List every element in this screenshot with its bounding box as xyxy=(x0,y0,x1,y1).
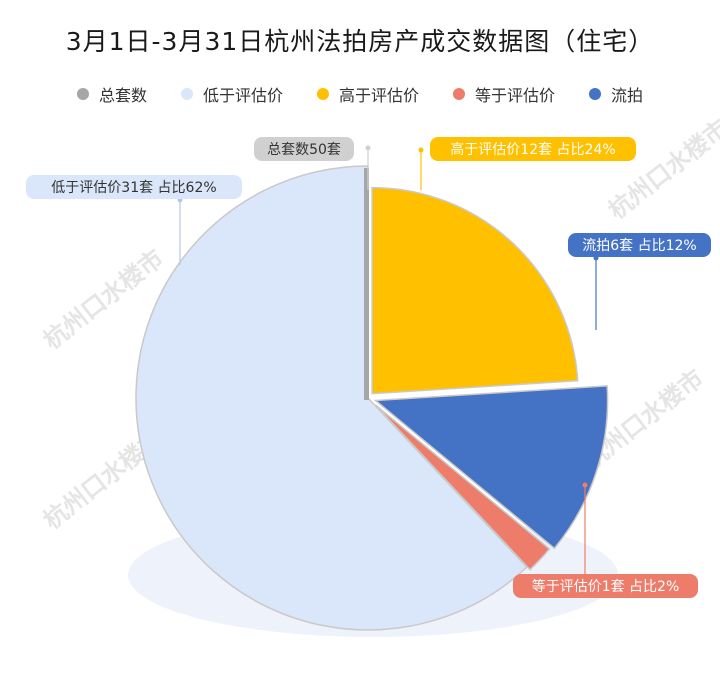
legend-swatch-unsold xyxy=(589,88,602,100)
legend-item-above: 高于评估价 xyxy=(316,82,419,106)
legend-label-below: 低于评估价 xyxy=(202,86,283,105)
legend: 总套数 低于评估价 高于评估价 等于评估价 流拍 xyxy=(0,82,720,106)
data-label-box xyxy=(254,137,354,161)
legend-swatch-below xyxy=(180,88,193,100)
chart-title: 3月1日-3月31日杭州法拍房产成交数据图（住宅） xyxy=(65,27,655,56)
data-label-box xyxy=(513,574,698,598)
data-label: 等于评估价1套 占比2% xyxy=(532,578,680,595)
legend-item-equal: 等于评估价 xyxy=(453,82,555,106)
legend-swatch-above xyxy=(316,88,329,100)
data-label-box xyxy=(430,137,636,161)
pie-slice-3 xyxy=(135,165,528,631)
legend-item-unsold: 流拍 xyxy=(589,82,643,106)
data-label: 高于评估价12套 占比24% xyxy=(450,141,615,158)
data-label: 低于评估价31套 占比62% xyxy=(51,180,216,196)
leader-dot xyxy=(418,147,424,153)
legend-item-total: 总套数 xyxy=(76,82,147,106)
data-label: 总套数50套 xyxy=(267,142,341,158)
data-label: 流拍6套 占比12% xyxy=(582,238,696,254)
legend-label-above: 高于评估价 xyxy=(338,86,419,105)
pie-slice-total xyxy=(364,168,369,400)
pie-slice-2 xyxy=(374,404,551,571)
leader-dot xyxy=(582,482,588,488)
data-label-box xyxy=(26,175,242,199)
legend-label-total: 总套数 xyxy=(98,86,147,105)
data-label-box xyxy=(568,233,711,257)
pie-slice-1 xyxy=(373,385,609,550)
legend-swatch-equal xyxy=(453,88,465,100)
legend-swatch-total xyxy=(76,88,89,100)
legend-label-equal: 等于评估价 xyxy=(475,86,556,105)
leader-dot xyxy=(365,145,371,151)
pie-slice-0 xyxy=(371,186,579,395)
legend-label-unsold: 流拍 xyxy=(611,86,644,105)
legend-item-below: 低于评估价 xyxy=(180,82,283,106)
